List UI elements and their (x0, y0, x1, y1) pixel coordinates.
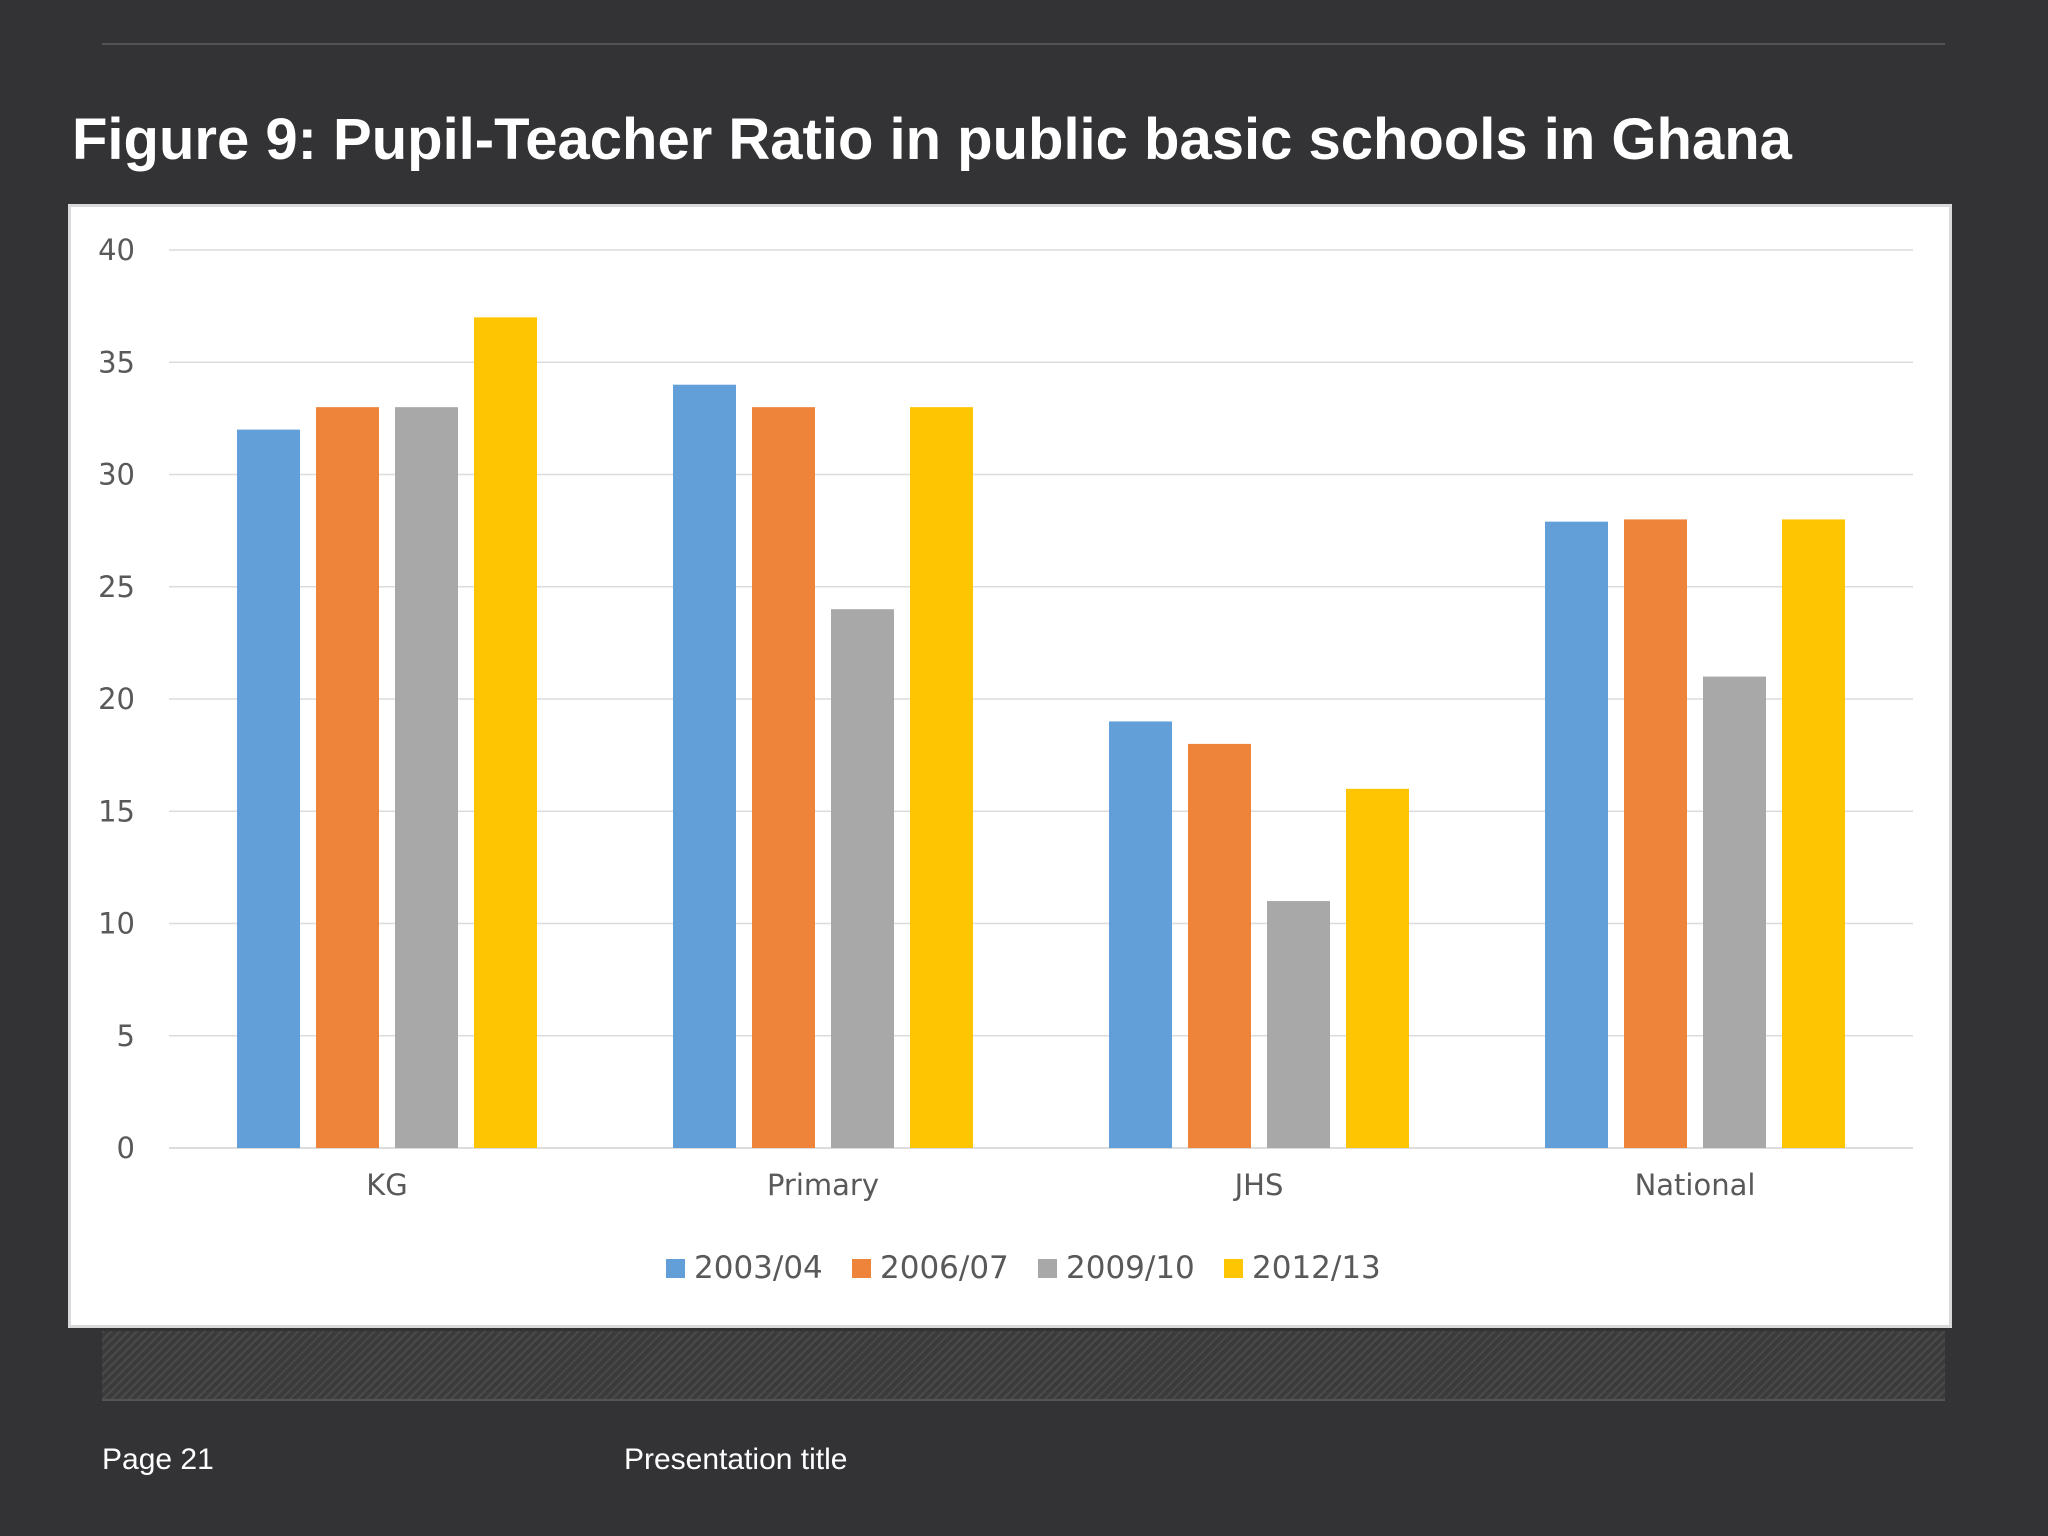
x-category-label: National (1635, 1168, 1756, 1202)
bar-primary-2003-04 (673, 384, 736, 1148)
y-tick-label: 30 (98, 458, 135, 492)
legend-label: 2003/04 (694, 1250, 823, 1286)
legend-swatch (852, 1259, 871, 1278)
legend-label: 2006/07 (880, 1250, 1009, 1286)
top-divider-line (102, 43, 1945, 45)
bar-kg-2012-13 (474, 317, 537, 1149)
gridlines (169, 249, 1913, 1149)
presentation-title: Presentation title (624, 1443, 848, 1476)
bars (237, 317, 1845, 1149)
bar-national-2012-13 (1782, 519, 1845, 1148)
y-tick-label: 35 (98, 345, 135, 379)
y-tick-label: 25 (98, 570, 135, 604)
bar-primary-2012-13 (910, 407, 973, 1148)
bar-kg-2003-04 (237, 429, 300, 1149)
bar-jhs-2012-13 (1346, 788, 1409, 1148)
y-tick-label: 15 (98, 794, 135, 828)
slide-title: Figure 9: Pupil-Teacher Ratio in public … (72, 107, 1792, 172)
legend-label: 2009/10 (1066, 1250, 1195, 1286)
y-tick-label: 40 (98, 233, 135, 267)
bar-kg-2006-07 (316, 407, 379, 1148)
bar-chart: 0 5 10 15 20 25 30 35 40 KG Primary JHS National 20… (98, 233, 1913, 1286)
y-axis-tick-labels: 0 5 10 15 20 25 30 35 40 (98, 233, 135, 1165)
legend-swatch (1038, 1259, 1057, 1278)
x-category-label: KG (366, 1168, 408, 1202)
y-tick-label: 5 (117, 1019, 135, 1053)
x-axis-category-labels: KG Primary JHS National (366, 1168, 1755, 1202)
bar-primary-2009-10 (831, 609, 894, 1148)
bar-jhs-2006-07 (1188, 743, 1251, 1148)
legend-swatch (666, 1259, 685, 1278)
bar-jhs-2003-04 (1109, 721, 1172, 1148)
y-tick-label: 20 (98, 682, 135, 716)
page-number: Page 21 (102, 1443, 214, 1476)
bar-national-2009-10 (1703, 676, 1766, 1148)
bar-primary-2006-07 (752, 407, 815, 1148)
y-tick-label: 10 (98, 907, 135, 941)
bar-national-2003-04 (1545, 521, 1608, 1148)
hatched-footer-band (102, 1331, 1945, 1401)
x-category-label: Primary (767, 1168, 879, 1202)
bar-jhs-2009-10 (1267, 901, 1330, 1148)
legend-label: 2012/13 (1252, 1250, 1381, 1286)
x-category-label: JHS (1233, 1168, 1284, 1202)
y-tick-label: 0 (117, 1131, 135, 1165)
legend-swatch (1224, 1259, 1243, 1278)
legend: 2003/04 2006/07 2009/10 2012/13 (666, 1250, 1381, 1286)
bar-national-2006-07 (1624, 519, 1687, 1148)
chart-container: 0 5 10 15 20 25 30 35 40 KG Primary JHS National 20… (68, 204, 1952, 1328)
bar-kg-2009-10 (395, 407, 458, 1148)
